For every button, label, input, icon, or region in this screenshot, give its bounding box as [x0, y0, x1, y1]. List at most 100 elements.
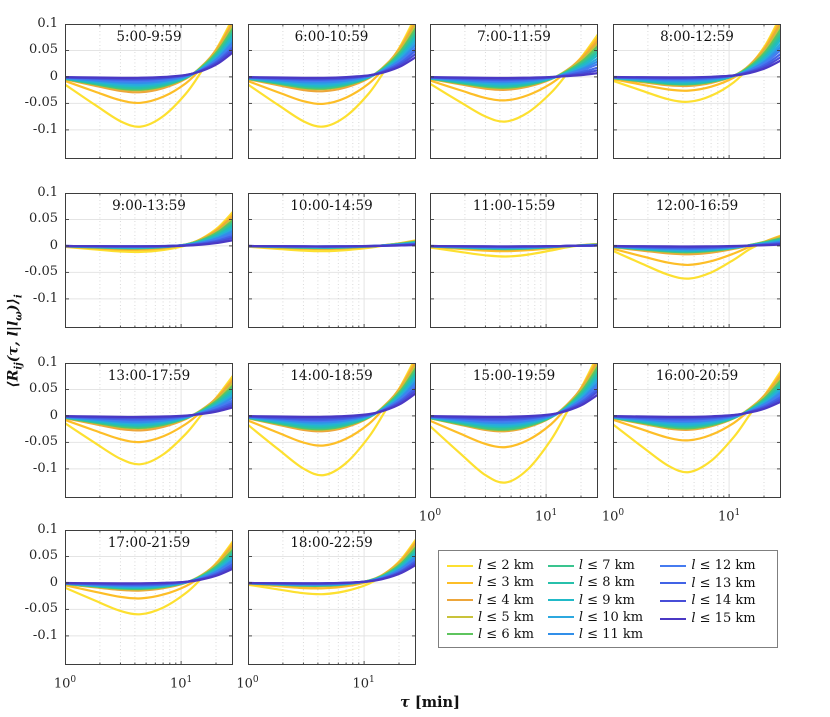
- plot-area: [65, 193, 233, 328]
- legend-item-label: l ≤ 15 km: [691, 611, 756, 627]
- legend-item: l ≤ 8 km: [547, 574, 661, 591]
- legend-item-label: l ≤ 7 km: [578, 558, 635, 574]
- legend-item: l ≤ 7 km: [547, 557, 661, 574]
- legend-item-label: l ≤ 4 km: [478, 592, 534, 608]
- tick-marks: [430, 24, 598, 159]
- tick-marks: [613, 193, 781, 328]
- gridlines: [613, 24, 781, 159]
- legend-item: l ≤ 15 km: [660, 610, 769, 628]
- x-tick-label: 100: [53, 675, 77, 692]
- curve-15km: [613, 243, 781, 248]
- y-tick-label: 0: [49, 407, 58, 423]
- x-tick-label: 100: [236, 675, 259, 692]
- y-tick-label: 0.1: [37, 16, 58, 31]
- legend-item: l ≤ 9 km: [547, 591, 661, 608]
- y-tick-label: 0.05: [29, 211, 58, 227]
- legend-item-label: l ≤ 13 km: [691, 575, 756, 591]
- gridlines: [247, 530, 416, 665]
- legend-item-label: l ≤ 11 km: [578, 626, 644, 642]
- legend: l ≤ 2 km l ≤ 3 km l ≤ 4 km l ≤ 5 km l ≤ 6 km…: [438, 550, 778, 648]
- gridlines: [613, 193, 781, 328]
- curve-15km: [65, 567, 233, 585]
- plot-area: [247, 530, 416, 665]
- subplot-18:00-22:59: 18:00-22:59: [247, 530, 416, 665]
- legend-line-swatch: [547, 633, 574, 636]
- curves: [430, 242, 598, 258]
- legend-item-label: l ≤ 14 km: [691, 593, 756, 609]
- legend-item: l ≤ 4 km: [447, 591, 548, 608]
- plot-area: [247, 363, 416, 498]
- curve-5km: [613, 24, 781, 87]
- legend-item-label: l ≤ 2 km: [478, 558, 534, 574]
- legend-item-label: l ≤ 3 km: [478, 575, 534, 591]
- plot-area: [430, 193, 598, 328]
- subplot-12:00-16:59: 12:00-16:59: [613, 193, 781, 328]
- legend-line-swatch: [547, 599, 574, 601]
- curve-15km: [65, 406, 233, 419]
- curve-15km: [65, 50, 233, 79]
- x-tick-label: 101: [717, 508, 741, 525]
- y-tick-label: 0.1: [37, 522, 58, 537]
- legend-item-label: l ≤ 12 km: [691, 558, 756, 574]
- y-tick-label: 0: [49, 68, 58, 84]
- legend-item: l ≤ 11 km: [547, 626, 661, 643]
- gridlines: [65, 193, 233, 328]
- y-axis-label: ⟨Rij(τ, l|lω)⟩i: [5, 294, 25, 388]
- curves: [430, 32, 598, 123]
- legend-item: l ≤ 5 km: [447, 609, 548, 626]
- legend-column: l ≤ 12 km l ≤ 13 km l ≤ 14 km l ≤ 15 km: [660, 557, 769, 643]
- subplot-6:00-10:59: 6:00-10:59: [247, 24, 416, 159]
- y-tick-label: 0.1: [37, 355, 58, 370]
- curves: [247, 537, 416, 596]
- y-tick-label: 0: [49, 574, 58, 590]
- curve-4km: [247, 541, 416, 588]
- gridlines: [247, 193, 416, 328]
- subplot-17:00-21:59: 17:00-21:59: [65, 530, 233, 665]
- legend-item-label: l ≤ 9 km: [578, 592, 635, 608]
- curves: [613, 24, 781, 103]
- x-tick-label: 101: [534, 508, 558, 525]
- curves: [613, 368, 781, 474]
- curve-15km: [247, 391, 416, 418]
- subplot-13:00-17:59: 13:00-17:59: [65, 363, 233, 498]
- legend-column: l ≤ 7 km l ≤ 8 km l ≤ 9 km l ≤ 10 km l ≤ 11 …: [547, 557, 661, 643]
- tick-marks: [65, 193, 233, 328]
- tick-marks: [430, 193, 598, 328]
- curve-15km: [247, 563, 416, 585]
- curve-15km: [247, 55, 416, 79]
- legend-line-swatch: [447, 616, 473, 619]
- tick-marks: [613, 24, 781, 159]
- x-tick-label: 100: [418, 508, 442, 525]
- y-tick-label: -0.05: [24, 601, 58, 617]
- legend-line-swatch: [660, 617, 687, 620]
- x-tick-label: 100: [601, 508, 625, 525]
- curves: [247, 239, 416, 253]
- legend-item: l ≤ 6 km: [447, 626, 548, 643]
- y-tick-label: 0: [49, 237, 58, 253]
- legend-item-label: l ≤ 5 km: [478, 609, 534, 625]
- y-tick-label: 0.05: [29, 42, 58, 58]
- curve-2km: [65, 24, 232, 128]
- curves: [247, 24, 416, 128]
- gridlines: [430, 24, 598, 159]
- plot-area: [613, 193, 781, 328]
- curve-15km: [247, 243, 416, 248]
- y-tick-label: -0.1: [32, 121, 58, 137]
- curve-6km: [613, 26, 781, 86]
- curve-5km: [247, 543, 416, 587]
- legend-line-swatch: [547, 616, 574, 619]
- gridlines: [65, 363, 233, 498]
- legend-item-label: l ≤ 8 km: [578, 575, 635, 591]
- curve-15km: [430, 72, 598, 80]
- plot-area: [247, 24, 416, 159]
- curves: [613, 234, 781, 280]
- gridlines: [613, 363, 781, 498]
- y-tick-label: -0.1: [32, 627, 58, 643]
- plot-area: [430, 24, 598, 159]
- y-tick-label: 0.05: [29, 548, 58, 564]
- curve-7km: [247, 547, 416, 587]
- plot-area: [613, 363, 781, 498]
- y-tick-label: -0.05: [24, 95, 58, 111]
- curves: [247, 363, 416, 477]
- legend-line-swatch: [660, 582, 687, 585]
